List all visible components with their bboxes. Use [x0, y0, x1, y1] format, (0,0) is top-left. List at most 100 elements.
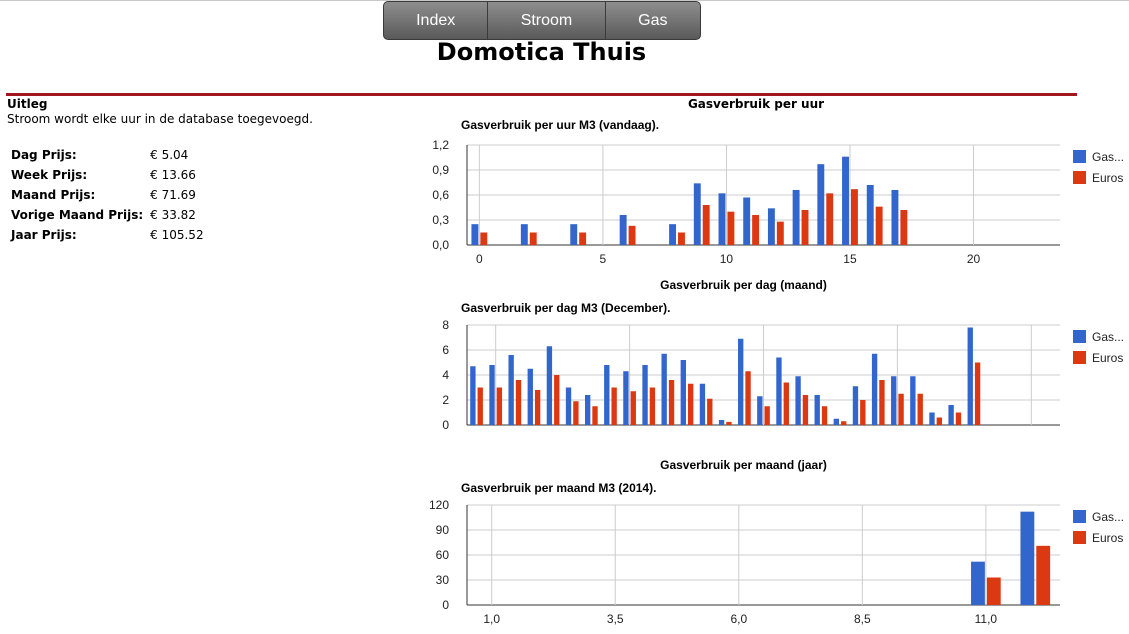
nav-item-index[interactable]: Index — [384, 2, 489, 39]
legend-swatch — [1073, 351, 1086, 364]
monthly-chart-svg: Gasverbruik per maand (jaar) Gasverbruik … — [429, 458, 1124, 626]
bar-gas — [661, 353, 667, 425]
y-tick-label: 90 — [436, 523, 450, 537]
bar-gas — [891, 190, 899, 245]
bar-euros — [726, 421, 732, 425]
bar-euros — [875, 206, 883, 245]
bar-gas — [642, 365, 648, 425]
info-panel: Uitleg Stroom wordt elke uur in de datab… — [7, 97, 407, 245]
price-row-week: Week Prijs: € 13.66 — [9, 165, 207, 185]
bar-gas — [971, 561, 985, 605]
bar-euros — [515, 380, 522, 425]
bar-euros — [1036, 545, 1051, 605]
page-title: Domotica Thuis — [436, 38, 647, 66]
bar-euros — [678, 232, 685, 245]
bar-euros — [727, 211, 735, 245]
bar-gas — [871, 353, 878, 425]
bar-gas — [948, 405, 954, 425]
bar-euros — [668, 380, 675, 425]
bar-gas — [565, 387, 572, 425]
legend-swatch — [1073, 171, 1086, 184]
bar-euros — [752, 215, 760, 245]
price-value: € 71.69 — [150, 188, 196, 202]
x-tick-label: 20 — [967, 252, 981, 266]
y-tick-label: 0 — [442, 598, 449, 612]
main-nav: Index Stroom Gas — [383, 1, 701, 40]
bar-euros — [477, 387, 483, 425]
y-tick-label: 0,3 — [432, 213, 449, 227]
bar-gas — [546, 346, 553, 425]
bar-gas — [842, 156, 849, 245]
legend-label: Gas... — [1092, 510, 1124, 524]
chart-title: Gasverbruik per maand M3 (2014). — [461, 481, 656, 495]
legend-swatch — [1073, 150, 1086, 163]
bar-gas — [619, 215, 627, 245]
bar-gas — [833, 418, 840, 425]
legend-swatch — [1073, 330, 1086, 343]
bar-gas — [929, 412, 935, 425]
bar-gas — [584, 395, 591, 425]
legend-label: Gas... — [1092, 330, 1124, 344]
price-row-year: Jaar Prijs: € 105.52 — [9, 225, 207, 245]
bar-gas — [967, 327, 973, 425]
bar-gas — [718, 420, 725, 425]
info-heading: Uitleg — [7, 97, 48, 111]
top-border — [0, 0, 1129, 1]
legend-swatch — [1073, 531, 1086, 544]
bar-gas — [471, 224, 479, 245]
bar-euros — [936, 417, 943, 425]
bar-euros — [898, 393, 904, 425]
bar-euros — [841, 421, 847, 425]
x-tick-label: 6,0 — [730, 612, 747, 626]
price-label: Maand Prijs: — [11, 188, 96, 202]
x-tick-label: 15 — [843, 252, 857, 266]
y-tick-label: 120 — [429, 498, 449, 512]
bar-euros — [630, 391, 636, 425]
bar-gas — [470, 366, 476, 425]
bar-gas — [866, 185, 874, 245]
chart-title: Gasverbruik per uur M3 (vandaag). — [461, 118, 659, 132]
price-value: € 13.66 — [150, 168, 196, 182]
bar-gas — [757, 396, 763, 425]
bar-euros — [801, 210, 809, 245]
y-tick-label: 60 — [436, 548, 450, 562]
x-tick-label: 11,0 — [975, 612, 998, 626]
header-divider — [6, 93, 1077, 96]
hourly-chart-svg: Gasverbruik per uur M3 (vandaag). 0,0 0,3 0… — [432, 118, 1124, 266]
bar-euros — [529, 232, 537, 245]
bar-euros — [826, 193, 834, 245]
x-tick-label: 10 — [720, 252, 734, 266]
bar-euros — [707, 398, 713, 425]
bar-euros — [783, 382, 789, 425]
price-label: Jaar Prijs: — [11, 228, 77, 242]
bar-euros — [554, 375, 560, 425]
bar-euros — [628, 225, 636, 245]
bar-gas — [527, 368, 533, 425]
x-tick-label: 3,5 — [607, 612, 624, 626]
bar-gas — [699, 383, 706, 425]
y-tick-label: 0 — [442, 418, 449, 430]
bar-gas — [792, 190, 800, 245]
section-title: Gasverbruik per uur — [687, 97, 825, 111]
legend-label: Euros — [1092, 351, 1123, 365]
price-row-day: Dag Prijs: € 5.04 — [9, 145, 207, 165]
nav-item-gas[interactable]: Gas — [638, 11, 668, 29]
bar-euros — [534, 390, 541, 425]
chart-monthly: Gasverbruik per maand (jaar) Gasverbruik … — [420, 455, 1129, 626]
x-tick-label: 0 — [476, 252, 483, 266]
bar-gas — [795, 376, 801, 425]
bar-gas — [1020, 511, 1035, 605]
bar-euros — [850, 189, 858, 245]
bar-euros — [821, 406, 828, 425]
price-table: Dag Prijs: € 5.04 Week Prijs: € 13.66 Ma… — [9, 145, 207, 245]
y-tick-label: 30 — [436, 573, 450, 587]
bar-gas — [623, 371, 629, 425]
nav-item-stroom[interactable]: Stroom — [488, 2, 606, 39]
bar-gas — [669, 224, 677, 245]
chart-daily: Gasverbruik per dag (maand) Gasverbruik p… — [420, 275, 1129, 446]
bar-euros — [879, 380, 885, 425]
y-tick-label: 0,0 — [432, 238, 449, 252]
bar-gas — [570, 224, 578, 245]
bar-euros — [764, 406, 770, 425]
bar-gas — [508, 355, 514, 425]
